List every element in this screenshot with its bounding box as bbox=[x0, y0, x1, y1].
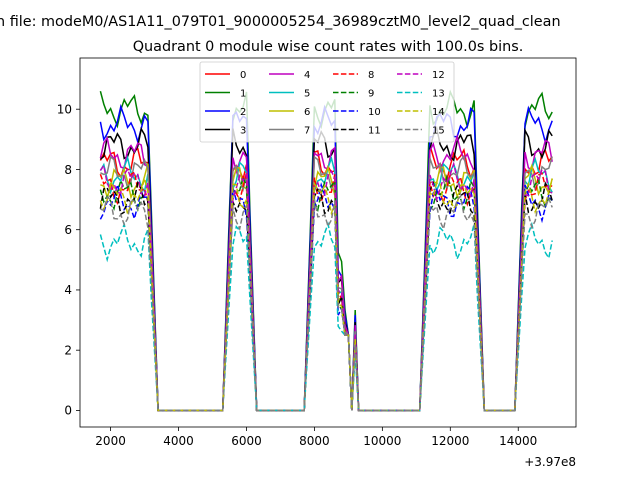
legend-label-10: 10 bbox=[368, 107, 381, 118]
x-offset-label: +3.97e8 bbox=[524, 455, 576, 469]
series-line-15 bbox=[100, 194, 553, 412]
legend-label-3: 3 bbox=[240, 126, 246, 137]
x-tick-label-5: 12000 bbox=[431, 434, 469, 448]
series-line-12 bbox=[99, 161, 553, 412]
y-tick-label-3: 6 bbox=[64, 223, 72, 237]
legend-label-0: 0 bbox=[240, 70, 246, 81]
legend-label-13: 13 bbox=[432, 89, 445, 100]
legend-frame bbox=[199, 61, 455, 143]
legend-label-8: 8 bbox=[368, 70, 374, 81]
x-tick-label-4: 10000 bbox=[363, 434, 401, 448]
legend-label-14: 14 bbox=[432, 107, 445, 118]
legend-label-12: 12 bbox=[432, 70, 445, 81]
legend-label-11: 11 bbox=[368, 126, 381, 137]
legend-label-6: 6 bbox=[304, 107, 310, 118]
y-tick-label-0: 0 bbox=[64, 404, 72, 418]
x-axis: 2000 4000 6000 8000 10000 12000 14000 bbox=[95, 427, 537, 448]
plot-frame bbox=[79, 57, 577, 428]
legend-label-7: 7 bbox=[304, 126, 310, 137]
series-line-13 bbox=[99, 221, 553, 412]
chart-suptitle: n file: modeM0/AS1A11_079T01_9000005254_… bbox=[0, 14, 561, 30]
x-tick-label-2: 6000 bbox=[231, 434, 262, 448]
x-tick-label-3: 8000 bbox=[299, 434, 330, 448]
y-tick-label-2: 4 bbox=[64, 283, 72, 297]
legend-label-9: 9 bbox=[368, 89, 374, 100]
legend-label-2: 2 bbox=[240, 107, 246, 118]
y-tick-label-5: 10 bbox=[57, 103, 72, 117]
chart-title: Quadrant 0 module wise count rates with … bbox=[133, 39, 524, 55]
y-axis: 0 2 4 6 8 10 bbox=[57, 103, 80, 418]
y-tick-label-4: 8 bbox=[64, 163, 72, 177]
x-tick-label-0: 2000 bbox=[95, 434, 126, 448]
legend-label-1: 1 bbox=[240, 89, 246, 100]
legend-label-5: 5 bbox=[304, 89, 310, 100]
y-tick-label-1: 2 bbox=[64, 343, 72, 357]
legend-label-4: 4 bbox=[304, 70, 310, 81]
legend-label-15: 15 bbox=[432, 126, 445, 137]
x-tick-label-1: 4000 bbox=[163, 434, 194, 448]
x-tick-label-6: 14000 bbox=[499, 434, 537, 448]
